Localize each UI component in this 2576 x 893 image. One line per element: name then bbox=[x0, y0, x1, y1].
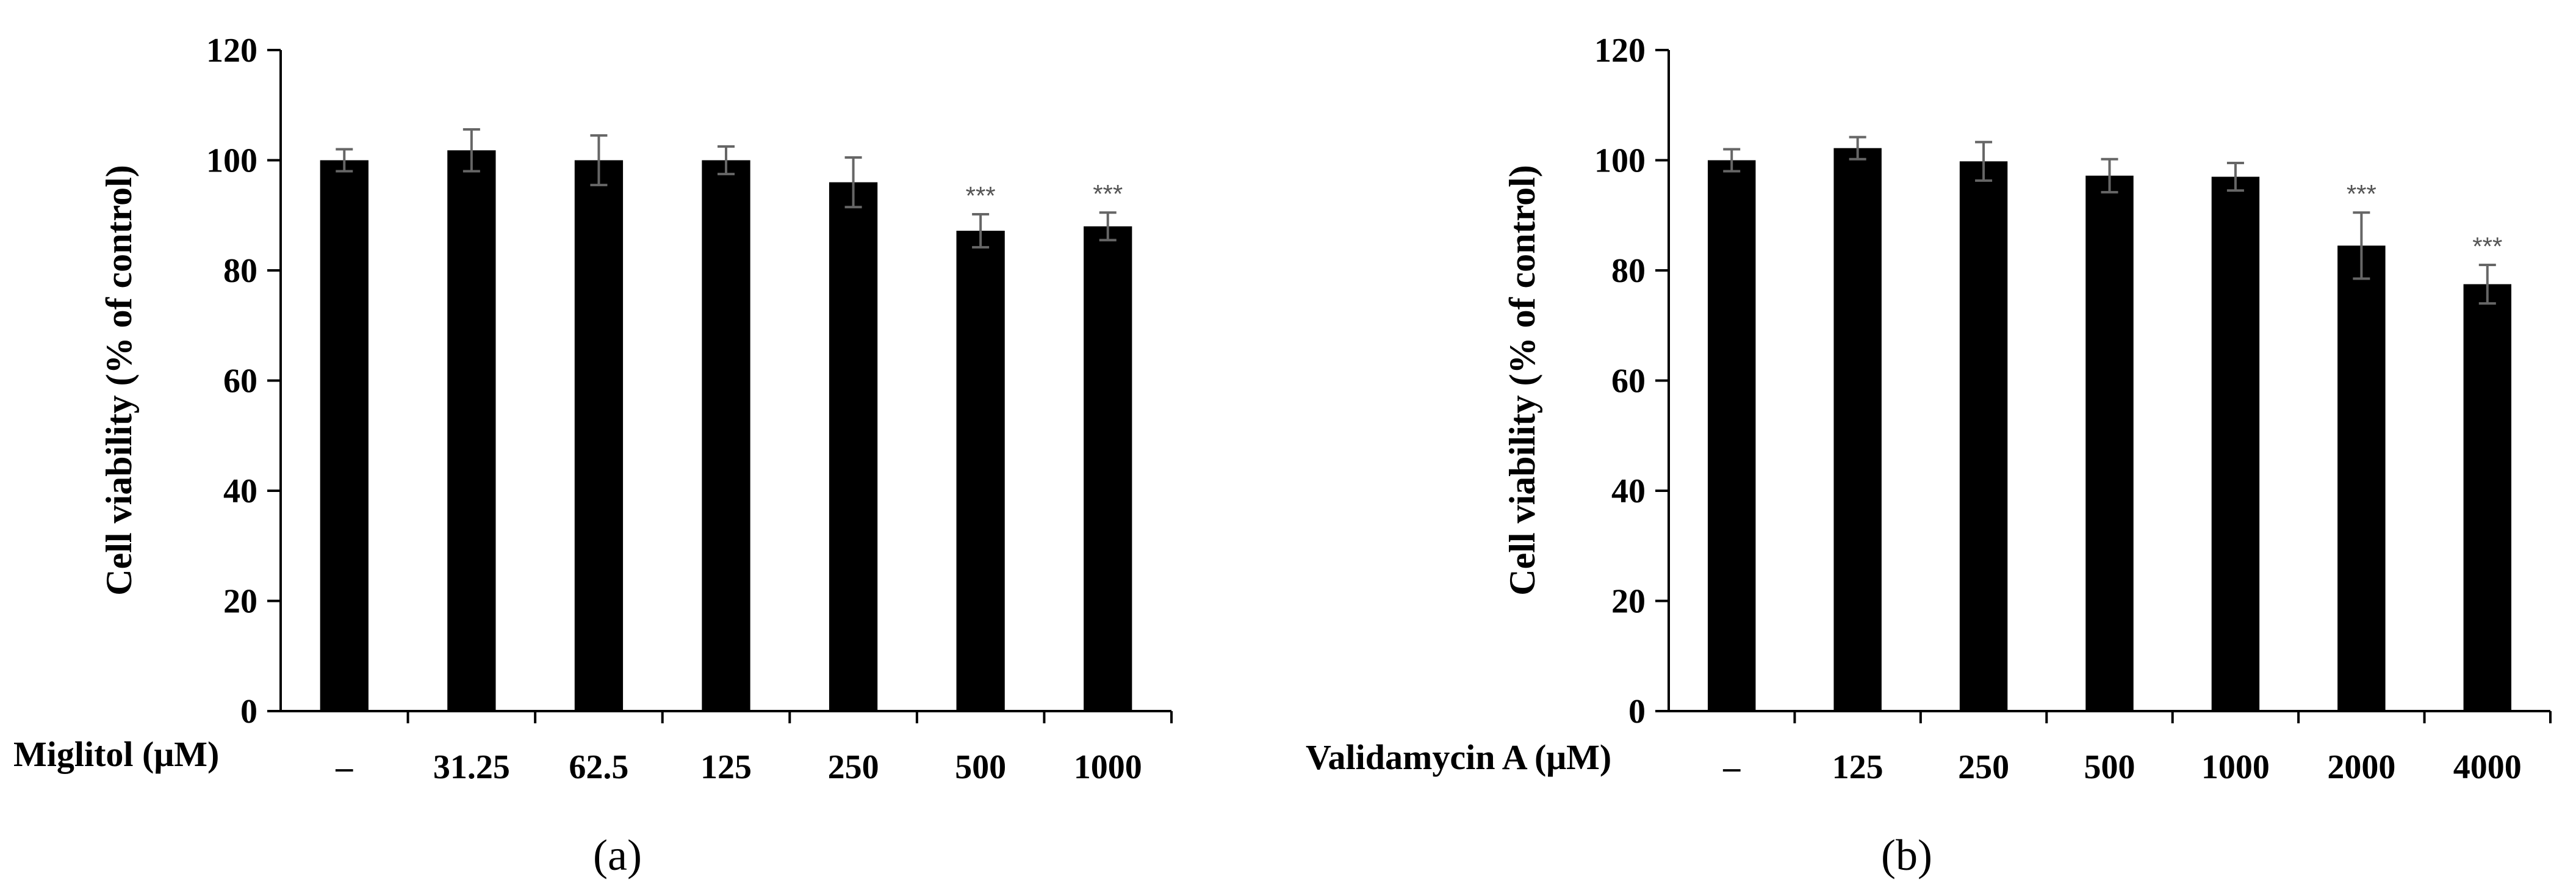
y-tick-label: 0 bbox=[240, 693, 257, 731]
bar-1000 bbox=[1084, 226, 1132, 711]
x-axis-title: Miglitol (μM) bbox=[13, 734, 219, 774]
x-category-label: 1000 bbox=[1074, 748, 1142, 786]
bar-31.25 bbox=[447, 150, 496, 711]
bar-500 bbox=[956, 231, 1005, 711]
y-axis-title: Cell viability (% of control) bbox=[1502, 165, 1542, 595]
x-category-label: 500 bbox=[2084, 748, 2135, 786]
y-tick-label: 100 bbox=[1594, 142, 1646, 180]
y-tick-label: 40 bbox=[1611, 472, 1646, 510]
x-category-label: 500 bbox=[955, 748, 1006, 786]
y-tick-label: 120 bbox=[1594, 32, 1646, 70]
y-tick-label: 40 bbox=[223, 472, 257, 510]
y-tick-label: 100 bbox=[206, 142, 257, 180]
significance-marker: *** bbox=[2347, 179, 2376, 208]
y-tick-label: 20 bbox=[1611, 583, 1646, 621]
x-category-label: 31.25 bbox=[433, 748, 510, 786]
x-category-label: – bbox=[1722, 748, 1741, 786]
bar-1000 bbox=[2211, 176, 2260, 711]
x-category-label: 62.5 bbox=[569, 748, 628, 786]
x-category-label: 2000 bbox=[2327, 748, 2395, 786]
y-tick-label: 120 bbox=[206, 32, 257, 70]
y-tick-label: 80 bbox=[223, 252, 257, 290]
y-tick-label: 20 bbox=[223, 583, 257, 621]
x-category-label: 125 bbox=[700, 748, 752, 786]
bar-– bbox=[1707, 160, 1756, 711]
x-category-label: 125 bbox=[1832, 748, 1883, 786]
panel-label: (b) bbox=[1881, 831, 1932, 880]
chart-panel-a: 0 20 40 60 80 100 120 – 31.25 62.5 125 250 *** 500 ***… bbox=[13, 32, 1173, 880]
y-axis-title: Cell viability (% of control) bbox=[99, 165, 139, 595]
y-tick-label: 80 bbox=[1611, 252, 1646, 290]
chart-panel-b: 0 20 40 60 80 100 120 – 125 250 500 1000 *** 2000 *** 4… bbox=[1306, 32, 2552, 880]
significance-marker: *** bbox=[966, 181, 996, 210]
bar-250 bbox=[1959, 161, 2008, 711]
bar-– bbox=[320, 160, 369, 711]
x-category-label: 250 bbox=[828, 748, 879, 786]
significance-marker: *** bbox=[2472, 232, 2502, 261]
x-category-label: 1000 bbox=[2201, 748, 2270, 786]
bar-62.5 bbox=[574, 160, 624, 711]
panel-label: (a) bbox=[593, 831, 642, 880]
bar-125 bbox=[702, 160, 750, 711]
bar-500 bbox=[2085, 175, 2134, 711]
bar-2000 bbox=[2337, 245, 2386, 711]
x-category-label: – bbox=[335, 748, 353, 786]
y-tick-label: 60 bbox=[1611, 363, 1646, 400]
significance-marker: *** bbox=[1093, 179, 1123, 208]
bar-125 bbox=[1833, 148, 1882, 711]
y-tick-label: 0 bbox=[1628, 693, 1646, 731]
y-tick-label: 60 bbox=[223, 363, 257, 400]
x-category-label: 250 bbox=[1958, 748, 2009, 786]
x-axis-title: Validamycin A (μM) bbox=[1306, 737, 1611, 777]
bar-250 bbox=[829, 182, 878, 712]
bar-4000 bbox=[2463, 284, 2512, 711]
x-category-label: 4000 bbox=[2453, 748, 2522, 786]
